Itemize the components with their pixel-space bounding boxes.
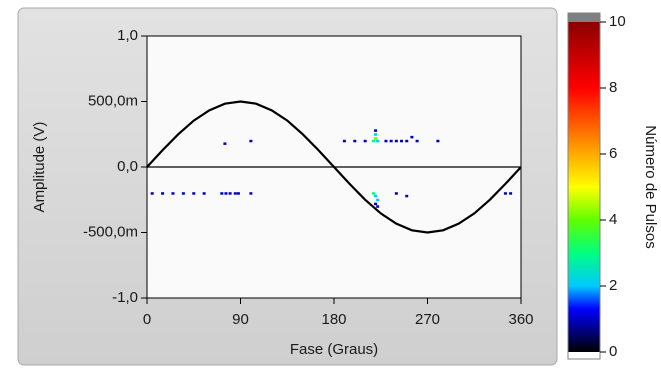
pulse-point [405, 194, 409, 198]
pulse-point [410, 135, 414, 139]
pulse-point [236, 192, 240, 195]
pulse-point [161, 192, 165, 195]
pulse-point [228, 192, 232, 195]
y-tick-label: 1,0 [117, 27, 138, 44]
pulse-point [202, 192, 206, 195]
x-tick-label: 90 [232, 311, 249, 328]
reference-sine [146, 100, 522, 234]
pulse-point [400, 139, 404, 143]
pulse-point [371, 139, 375, 143]
pulse-point [376, 198, 380, 202]
y-tick-label: 500,0m [88, 92, 138, 109]
x-tick-label: 0 [143, 311, 151, 328]
pulse-point [249, 192, 253, 195]
pulse-point [374, 202, 378, 206]
pulse-point [353, 139, 357, 143]
pulse-point [224, 192, 228, 195]
colorbar-label: Número de Pulsos [642, 125, 659, 248]
colorbar-tick-label: 2 [609, 277, 617, 294]
pulse-point [342, 139, 346, 143]
y-axis-label: Amplitude (V) [31, 122, 48, 213]
pulse-point [389, 139, 393, 143]
pulse-point [376, 139, 380, 143]
pulse-point [509, 192, 513, 195]
colorbar-over [568, 13, 600, 22]
pulse-point [233, 192, 237, 195]
colorbar-gradient [568, 22, 600, 352]
pulse-point [384, 139, 388, 143]
colorbar-tick-label: 10 [609, 13, 626, 30]
pulse-point [374, 129, 378, 132]
colorbar-tick-label: 4 [609, 211, 617, 228]
colorbar-under [568, 352, 600, 359]
colorbar-tick-label: 6 [609, 145, 617, 162]
x-tick-label: 180 [321, 311, 346, 328]
pulse-point [223, 142, 227, 145]
pulse-point [249, 139, 253, 143]
x-tick-label: 360 [508, 311, 533, 328]
pulse-point [220, 192, 224, 195]
pulse-point [394, 139, 398, 143]
y-tick-label: 0,0 [117, 158, 138, 175]
x-tick-label: 270 [415, 311, 440, 328]
pulse-point [394, 192, 398, 195]
y-tick-label: -1,0 [112, 289, 138, 306]
x-axis-label: Fase (Graus) [290, 341, 378, 358]
pulse-point [374, 194, 378, 198]
pulse-point [363, 139, 367, 143]
pulse-point [374, 137, 378, 140]
pulse-point [415, 139, 419, 143]
pulse-point [192, 192, 196, 195]
pulse-point [374, 133, 378, 136]
pulse-point [371, 192, 375, 195]
pulse-point [503, 192, 507, 195]
colorbar-tick-label: 8 [609, 79, 617, 96]
pulse-point [376, 205, 380, 208]
colorbar-frame [567, 12, 601, 360]
pulse-point [181, 192, 185, 195]
pulse-point [150, 192, 154, 195]
pulse-point [171, 192, 175, 195]
pulse-point [405, 139, 409, 143]
colorbar-tick-label: 0 [609, 343, 617, 360]
pulse-point [436, 139, 440, 143]
y-tick-label: -500,0m [83, 223, 138, 240]
